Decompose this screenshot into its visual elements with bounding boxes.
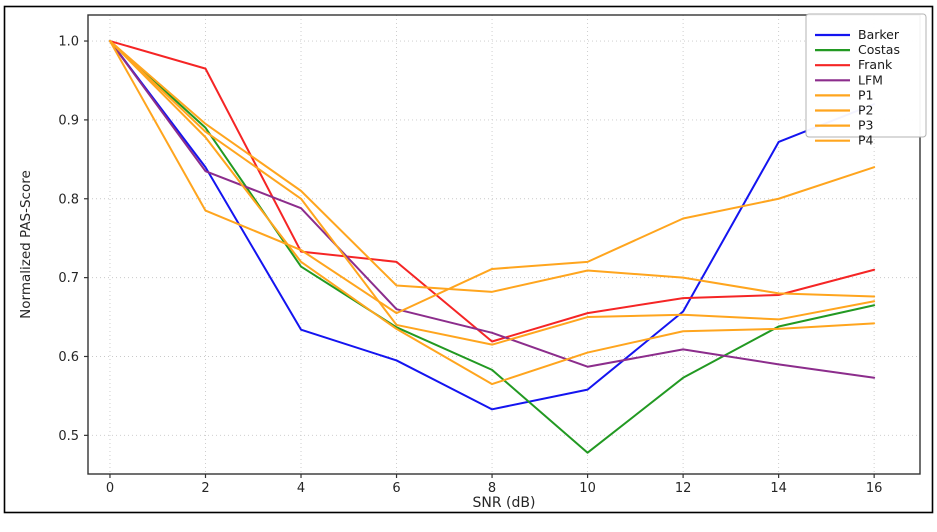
series-line-p2: [108, 40, 876, 315]
legend-label-p3: P3: [858, 118, 874, 133]
x-axis-label: SNR (dB): [473, 495, 536, 511]
series-line-p4: [108, 40, 876, 386]
x-tick-label: 10: [579, 481, 596, 496]
series-line-barker: [108, 40, 876, 411]
x-tick-label: 14: [770, 481, 787, 496]
x-tick-label: 2: [201, 481, 209, 496]
screenshot-border: [3, 5, 934, 514]
y-tick-label: 0.8: [58, 192, 79, 207]
legend-label-p2: P2: [858, 103, 874, 118]
legend-label-p4: P4: [858, 133, 874, 148]
series-line-lfm: [108, 40, 876, 379]
x-tick-label: 12: [675, 481, 692, 496]
x-tick-label: 0: [106, 481, 114, 496]
legend-label-frank: Frank: [858, 57, 893, 72]
series-line-p1: [108, 40, 876, 298]
series-line-frank: [108, 40, 876, 343]
y-tick-label: 0.7: [58, 271, 79, 286]
x-tick-label: 4: [297, 481, 305, 496]
legend-label-costas: Costas: [858, 42, 900, 57]
series-line-p3: [108, 40, 876, 346]
y-tick-label: 0.6: [58, 350, 79, 365]
series-line-costas: [108, 40, 876, 454]
x-tick-label: 6: [392, 481, 400, 496]
x-tick-label: 8: [488, 481, 496, 496]
y-tick-label: 0.9: [58, 113, 79, 128]
legend-label-barker: Barker: [858, 27, 900, 42]
legend-label-lfm: LFM: [858, 72, 883, 87]
legend-label-p1: P1: [858, 87, 874, 102]
y-tick-label: 1.0: [58, 35, 79, 50]
legend-box: [805, 13, 927, 138]
y-axis-label: Normalized PAS-Score: [18, 170, 34, 319]
axes-spines: [87, 14, 921, 475]
y-tick-label: 0.5: [58, 429, 79, 444]
x-tick-label: 16: [866, 481, 883, 496]
